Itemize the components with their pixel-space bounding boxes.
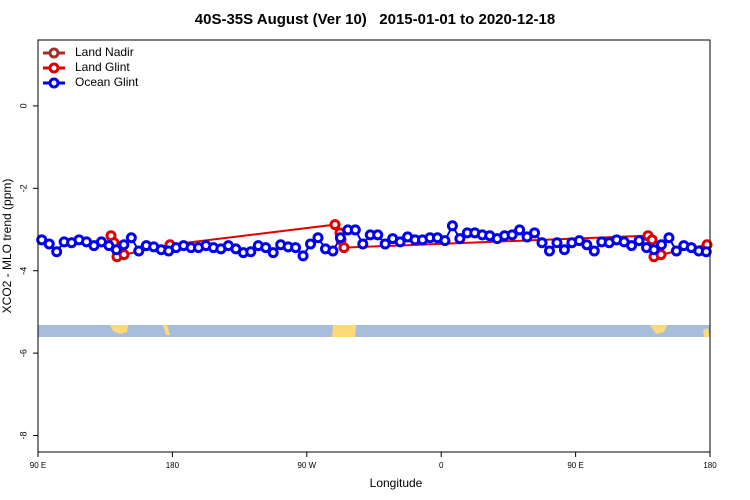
data-point [394,236,406,248]
y-tick-label: -8 [18,432,28,440]
map-strip [38,325,710,337]
x-tick-label: 90 E [567,461,583,470]
data-point [536,237,548,249]
land [332,325,356,337]
data-point [446,220,458,232]
data-point [260,242,272,254]
x-axis-label: Longitude [370,476,423,490]
plot-frame [37,39,711,453]
land [650,325,667,334]
land [110,325,128,334]
x-tick-label: 180 [166,461,180,470]
data-point [327,245,339,257]
data-point [118,239,130,251]
data-point [349,224,361,236]
data-point [670,245,682,257]
data-point [312,232,324,244]
data-point [125,232,137,244]
data-point [581,239,593,251]
data-point [439,235,451,247]
y-tick-label: -6 [18,349,28,357]
data-point [372,229,384,241]
data-point [43,238,55,250]
data-point [118,249,130,261]
data-point [663,232,675,244]
data-point [648,244,660,256]
data-point [700,246,712,258]
data-point [245,246,257,258]
data-point [110,244,122,256]
x-tick-label: 90 E [30,461,46,470]
chart-title: 40S-35S August (Ver 10) 2015-01-01 to 20… [195,11,555,28]
data-point [633,235,645,247]
x-tick-label: 180 [703,461,717,470]
data-point [338,242,350,254]
legend-marker [48,47,60,59]
x-tick-label: 0 [439,461,444,470]
land [703,328,710,337]
data-point [514,224,526,236]
data-point [51,246,63,258]
x-tick-label: 90 W [297,461,316,470]
y-axis-label: XCO2 - MLO trend (ppm) [0,179,14,314]
data-point [357,238,369,250]
land [163,325,170,335]
data-point [329,219,341,231]
legend-marker [48,77,60,89]
data-point [626,240,638,252]
data-point [655,239,667,251]
y-tick-label: -2 [18,184,28,192]
data-point [297,250,309,262]
plot-area [36,219,713,263]
data-point [506,229,518,241]
data-point [290,242,302,254]
data-point [558,244,570,256]
ocean-strip [38,325,710,337]
data-point [454,233,466,245]
data-point [379,238,391,250]
data-point [655,249,667,261]
y-tick-label: 0 [18,103,28,108]
legend-label: Land Glint [75,60,130,74]
data-point [267,247,279,259]
data-point [646,234,658,246]
legend-marker [48,62,60,74]
data-point [588,245,600,257]
data-point [529,227,541,239]
data-point [551,237,563,249]
data-point [305,238,317,250]
y-tick-label: -4 [18,267,28,275]
legend-label: Land Nadir [75,45,134,59]
data-point [334,232,346,244]
data-point [133,245,145,257]
legend-label: Ocean Glint [75,75,139,89]
data-point [543,245,555,257]
